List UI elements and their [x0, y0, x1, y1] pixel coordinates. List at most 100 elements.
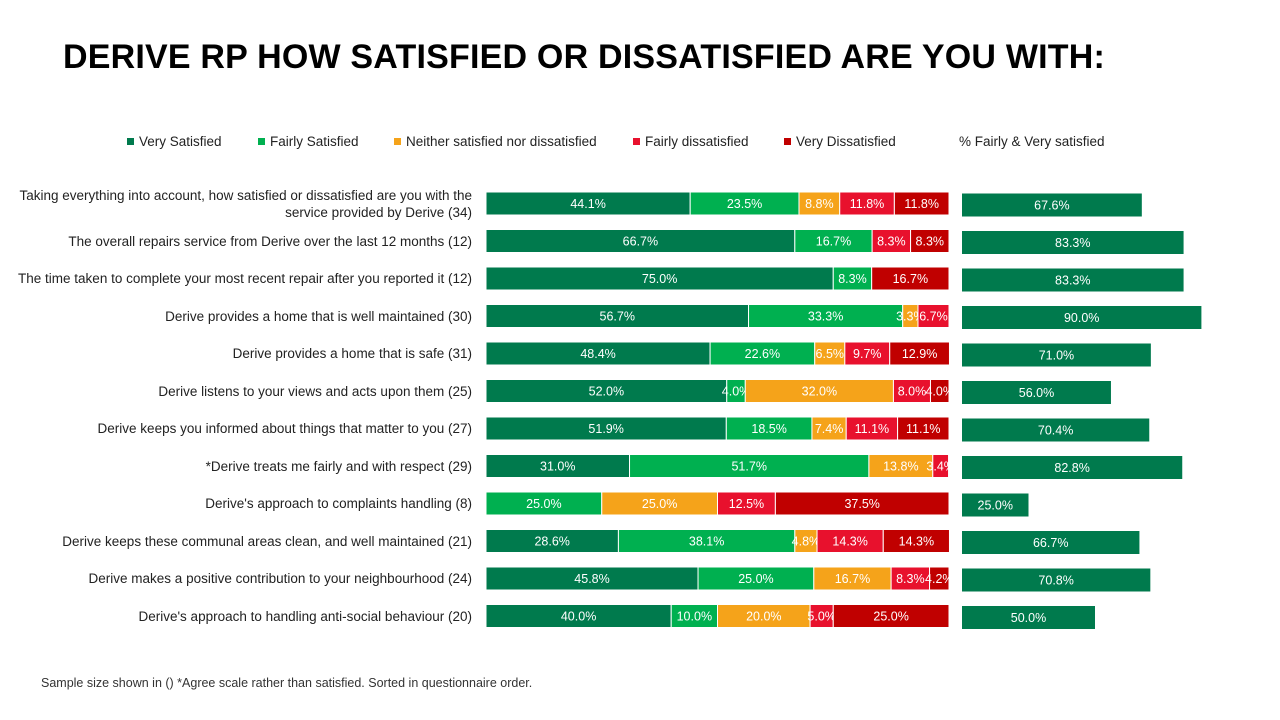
data-label: 45.8% — [574, 572, 609, 586]
data-label: 8.0% — [898, 385, 927, 399]
bar-segment — [929, 379, 950, 403]
data-label: 6.7% — [919, 310, 948, 324]
bar-segment — [910, 229, 950, 253]
data-label: 8.8% — [805, 197, 834, 211]
summary-bar — [962, 456, 1183, 479]
legend-swatch — [127, 138, 134, 145]
category-label: Derive makes a positive contribution to … — [88, 571, 472, 586]
summary-bar — [962, 493, 1029, 517]
data-label: 16.7% — [835, 572, 870, 586]
data-label: 6.5% — [816, 347, 845, 361]
data-label: 75.0% — [642, 272, 677, 286]
data-label: 25.0% — [873, 610, 908, 624]
data-label: 14.3% — [899, 535, 934, 549]
data-label: 37.5% — [844, 497, 879, 511]
summary-label: 83.3% — [1055, 236, 1090, 250]
summary-bar — [962, 531, 1140, 554]
data-label: 5.0% — [807, 610, 836, 624]
category-label: Derive provides a home that is well main… — [165, 308, 472, 324]
data-label: 4.0% — [722, 385, 751, 399]
category-label: The time taken to complete your most rec… — [18, 271, 472, 286]
bar-segment — [929, 566, 950, 591]
bar-segment — [889, 341, 950, 366]
summary-label: 50.0% — [1011, 611, 1046, 625]
data-label: 13.8% — [883, 460, 918, 474]
category-label: Derive provides a home that is safe (31) — [232, 346, 472, 361]
bar-segment — [932, 454, 950, 478]
data-label: 11.1% — [906, 422, 941, 436]
summary-label: 90.0% — [1064, 311, 1099, 325]
summary-bar — [962, 231, 1184, 254]
legend-item: Fairly Satisfied — [258, 134, 359, 149]
summary-bar — [962, 193, 1142, 217]
category-label: Taking everything into account, how sati… — [19, 187, 473, 220]
legend-item: Fairly dissatisfied — [633, 134, 749, 149]
data-label: 7.4% — [815, 422, 844, 436]
legend-item: Neither satisfied nor dissatisfied — [394, 134, 597, 149]
summary-bar — [962, 343, 1151, 367]
legend-label: % Fairly & Very satisfied — [959, 134, 1105, 149]
legend-label: Neither satisfied nor dissatisfied — [406, 134, 597, 149]
data-label: 20.0% — [746, 610, 781, 624]
legend-item: Very Dissatisfied — [784, 134, 896, 149]
data-label: 32.0% — [802, 385, 837, 399]
summary-bar — [962, 606, 1095, 629]
summary-bar — [962, 418, 1150, 442]
category-label: Derive listens to your views and acts up… — [158, 383, 472, 399]
data-label: 8.3% — [896, 572, 925, 586]
data-label: 56.7% — [600, 310, 635, 324]
bar-segment — [893, 191, 950, 216]
legend-label: Fairly dissatisfied — [645, 134, 749, 149]
legend-swatch — [633, 138, 640, 145]
summary-bar — [962, 306, 1202, 329]
data-label: 18.5% — [751, 422, 786, 436]
bar-segment — [871, 266, 950, 291]
summary-label: 25.0% — [978, 499, 1013, 513]
data-label: 10.0% — [677, 610, 712, 624]
data-label: 16.7% — [893, 272, 928, 286]
data-label: 8.3% — [916, 235, 945, 249]
footnote: Sample size shown in () *Agree scale rat… — [41, 676, 533, 690]
legend-swatch — [784, 138, 791, 145]
legend-label: Very Dissatisfied — [796, 134, 896, 149]
data-label: 4.8% — [792, 535, 821, 549]
data-label: 11.1% — [855, 422, 890, 436]
summary-label: 70.8% — [1038, 574, 1073, 588]
data-label: 8.3% — [877, 235, 906, 249]
summary-bar — [962, 268, 1184, 292]
summary-bar — [962, 568, 1151, 592]
category-label: The overall repairs service from Derive … — [68, 233, 472, 249]
bar-segment — [774, 491, 950, 516]
legend-swatch — [394, 138, 401, 145]
data-label: 12.9% — [902, 347, 937, 361]
data-label: 40.0% — [561, 610, 596, 624]
legend-swatch — [258, 138, 265, 145]
legend-item: % Fairly & Very satisfied — [959, 134, 1105, 149]
category-label: Derive's approach to complaints handling… — [205, 496, 472, 511]
data-label: 38.1% — [689, 535, 724, 549]
summary-bar — [962, 381, 1111, 404]
data-label: 9.7% — [853, 347, 882, 361]
category-label: Derive's approach to handling anti-socia… — [138, 608, 472, 624]
bar-segment — [917, 304, 950, 328]
data-label: 11.8% — [904, 197, 939, 211]
data-label: 52.0% — [589, 385, 624, 399]
data-label: 25.0% — [526, 497, 561, 511]
data-label: 8.3% — [838, 272, 867, 286]
data-label: 22.6% — [745, 347, 780, 361]
category-label: *Derive treats me fairly and with respec… — [205, 458, 472, 474]
data-label: 16.7% — [816, 235, 851, 249]
data-label: 48.4% — [580, 347, 615, 361]
data-label: 25.0% — [642, 497, 677, 511]
data-label: 4.2% — [925, 572, 954, 586]
summary-label: 70.4% — [1038, 424, 1073, 438]
data-label: 31.0% — [540, 460, 575, 474]
data-label: 51.9% — [588, 422, 623, 436]
page-title: DERIVE RP HOW SATISFIED OR DISSATISFIED … — [63, 38, 1106, 76]
summary-label: 71.0% — [1039, 349, 1074, 363]
data-label: 12.5% — [729, 497, 764, 511]
data-label: 66.7% — [623, 235, 658, 249]
category-label: Derive keeps these communal areas clean,… — [62, 533, 472, 549]
data-label: 28.6% — [534, 535, 569, 549]
